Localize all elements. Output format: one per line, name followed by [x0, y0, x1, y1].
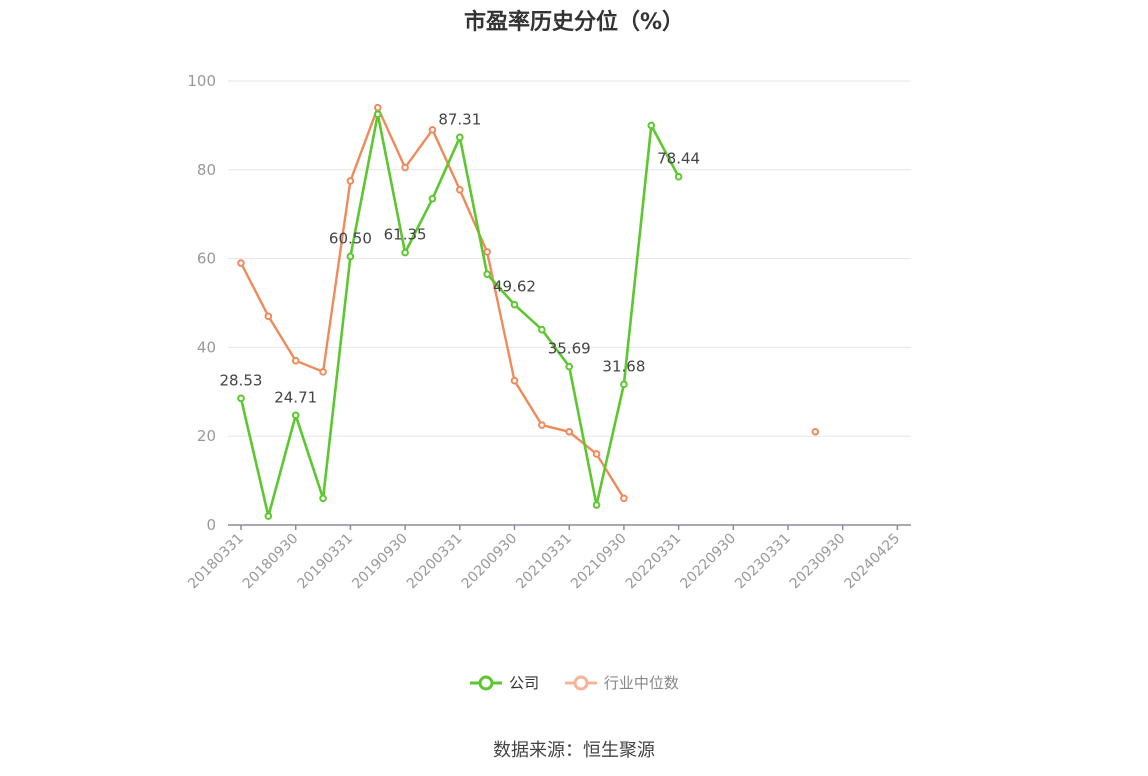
data-label: 35.69 [548, 340, 591, 358]
x-tick-label: 20190331 [295, 531, 357, 593]
x-tick-label: 20220331 [623, 531, 685, 593]
company-point [346, 252, 355, 261]
industry-point [264, 312, 273, 321]
industry-point [428, 126, 437, 134]
y-tick-label: 60 [197, 250, 216, 268]
x-tick-label: 20220930 [677, 531, 739, 593]
industry-point [592, 450, 601, 458]
company-point [592, 501, 601, 509]
data-label: 78.44 [657, 150, 700, 168]
industry-point [401, 163, 409, 172]
legend-industry-icon [564, 675, 597, 690]
x-tick-label: 20190930 [349, 531, 411, 593]
company-point [674, 172, 683, 181]
x-tick-label: 20200930 [459, 531, 521, 593]
industry-point [620, 494, 628, 503]
company-point [401, 248, 409, 257]
data-label: 61.35 [384, 226, 427, 244]
industry-point [483, 248, 491, 256]
x-tick-label: 20240425 [842, 531, 904, 593]
legend-item-company[interactable]: 公司 [469, 672, 539, 693]
industry-line [241, 108, 815, 499]
company-point [620, 380, 628, 389]
y-tick-label: 80 [197, 161, 216, 179]
x-tick-label: 20200331 [404, 531, 466, 593]
x-tick-label: 20230930 [787, 531, 849, 593]
data-source: 数据来源：恒生聚源 [493, 740, 655, 761]
industry-point [237, 259, 245, 267]
legend-company-label: 公司 [509, 674, 540, 692]
y-tick-label: 40 [197, 338, 216, 356]
company-point [373, 110, 382, 119]
company-point [510, 300, 519, 309]
axes: 0 20 40 60 80 100 2018033120180930201903312019… [185, 72, 911, 592]
chart-title: 市盈率历史分位（%） [463, 10, 685, 35]
series-layer [237, 103, 820, 520]
industry-point [346, 177, 355, 185]
industry-point [373, 103, 382, 112]
legend: 公司 行业中位数 [0, 672, 1148, 695]
company-point [483, 270, 491, 278]
legend-item-industry[interactable]: 行业中位数 [564, 672, 679, 693]
legend-company-icon [470, 675, 503, 690]
y-tick-label: 0 [206, 516, 216, 534]
company-point [647, 121, 656, 130]
x-tick-label: 20210331 [513, 531, 575, 593]
data-label: 24.71 [274, 388, 317, 406]
company-point [565, 362, 574, 371]
industry-point [565, 427, 574, 436]
data-label: 60.50 [329, 229, 372, 247]
industry-point [538, 421, 546, 429]
grid-lines [228, 80, 911, 437]
industry-point [291, 356, 300, 365]
x-tick-label: 20210930 [568, 531, 630, 593]
company-point [456, 133, 464, 142]
company-point [291, 411, 300, 420]
chart-plot: 0 20 40 60 80 100 2018033120180930201903312019… [185, 72, 911, 592]
data-label: 31.68 [602, 357, 645, 375]
company-point [237, 394, 245, 403]
company-point [264, 512, 273, 520]
industry-point [510, 376, 519, 385]
x-tick-label: 20180331 [185, 531, 247, 593]
y-tick-label: 100 [187, 72, 216, 90]
company-point [538, 325, 546, 334]
data-labels: 28.53 24.71 60.50 61.35 87.31 49.62 35.69 31.68… [220, 110, 701, 406]
x-tick-label: 20230331 [732, 531, 794, 593]
data-label: 87.31 [438, 110, 481, 128]
company-point [428, 194, 437, 203]
data-label: 49.62 [493, 278, 536, 296]
company-line [239, 113, 680, 518]
legend-industry-label: 行业中位数 [603, 674, 679, 692]
company-point [319, 494, 327, 503]
data-label: 28.53 [220, 371, 263, 389]
y-tick-label: 20 [197, 427, 216, 445]
industry-point [456, 185, 464, 194]
industry-point [811, 427, 820, 436]
x-tick-label: 20180930 [240, 531, 302, 593]
industry-point [319, 368, 327, 376]
